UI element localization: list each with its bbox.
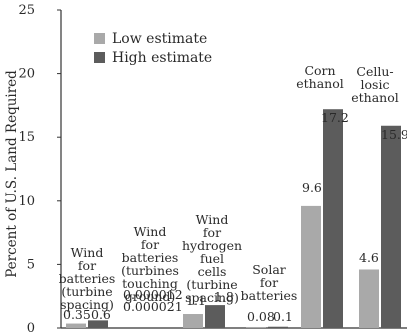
category-label: fuel: [200, 251, 224, 266]
category-label: Solar: [252, 262, 286, 277]
category-label: (turbines: [121, 263, 179, 278]
bar-low: [301, 205, 321, 328]
value-label-high: 1.8: [214, 289, 234, 304]
y-tick-label: 15: [18, 130, 35, 145]
category-label: (turbine: [186, 277, 237, 292]
bar-high: [88, 320, 108, 328]
category-label: hydrogen: [182, 238, 242, 253]
value-label-high: 0.6: [91, 307, 111, 322]
value-label-high: 0.000021: [123, 299, 183, 314]
value-label-low: 1.1: [186, 293, 206, 308]
category-label: for: [260, 275, 278, 290]
category-label: cells: [198, 264, 227, 279]
category-label: ethanol: [351, 90, 399, 105]
legend-swatch: [94, 52, 105, 63]
value-label-low: 0.000012: [123, 287, 183, 302]
category-label: spacing): [185, 290, 239, 305]
category-label: (turbine: [61, 284, 112, 299]
bar-low: [359, 269, 379, 328]
bar-high: [205, 305, 225, 328]
value-label-high: 15.9: [381, 127, 407, 142]
category-label: batteries: [241, 288, 298, 303]
category-label: batteries: [122, 250, 179, 265]
category-label: for: [78, 258, 96, 273]
category-label: Corn: [304, 63, 335, 78]
y-tick-label: 5: [27, 257, 35, 272]
y-tick-label: 0: [27, 321, 35, 335]
bar-high: [268, 326, 288, 328]
category-label: for: [203, 225, 221, 240]
category-label: for: [141, 237, 159, 252]
category-label: losic: [361, 77, 390, 92]
value-label-high: 17.2: [321, 110, 349, 125]
category-label: touching: [122, 276, 178, 291]
y-tick-label: 25: [18, 3, 35, 18]
y-tick-label: 10: [18, 194, 35, 209]
category-label: spacing): [60, 297, 114, 312]
category-label: Cellu-: [356, 64, 393, 79]
value-label-low: 4.6: [359, 250, 379, 265]
value-label-high: 0.1: [273, 309, 293, 324]
category-label: Wind: [134, 224, 167, 239]
category-label: ground): [125, 289, 175, 304]
bar-high: [323, 109, 343, 328]
category-label: ethanol: [296, 76, 344, 91]
category-label: batteries: [59, 271, 116, 286]
value-label-low: 9.6: [302, 180, 322, 195]
y-axis-title: Percent of U.S. Land Required: [4, 70, 20, 278]
bar-high: [381, 125, 401, 328]
bar-low: [246, 326, 266, 328]
category-label: Wind: [196, 212, 229, 227]
value-label-low: 0.35: [63, 307, 91, 322]
legend-label: High estimate: [112, 50, 212, 66]
legend-label: Low estimate: [112, 31, 207, 47]
bar-low: [183, 314, 203, 328]
category-label: Wind: [71, 245, 104, 260]
y-tick-label: 20: [18, 67, 35, 82]
bar-low: [66, 323, 86, 328]
value-label-low: 0.08: [247, 309, 275, 324]
legend-swatch: [94, 33, 105, 44]
